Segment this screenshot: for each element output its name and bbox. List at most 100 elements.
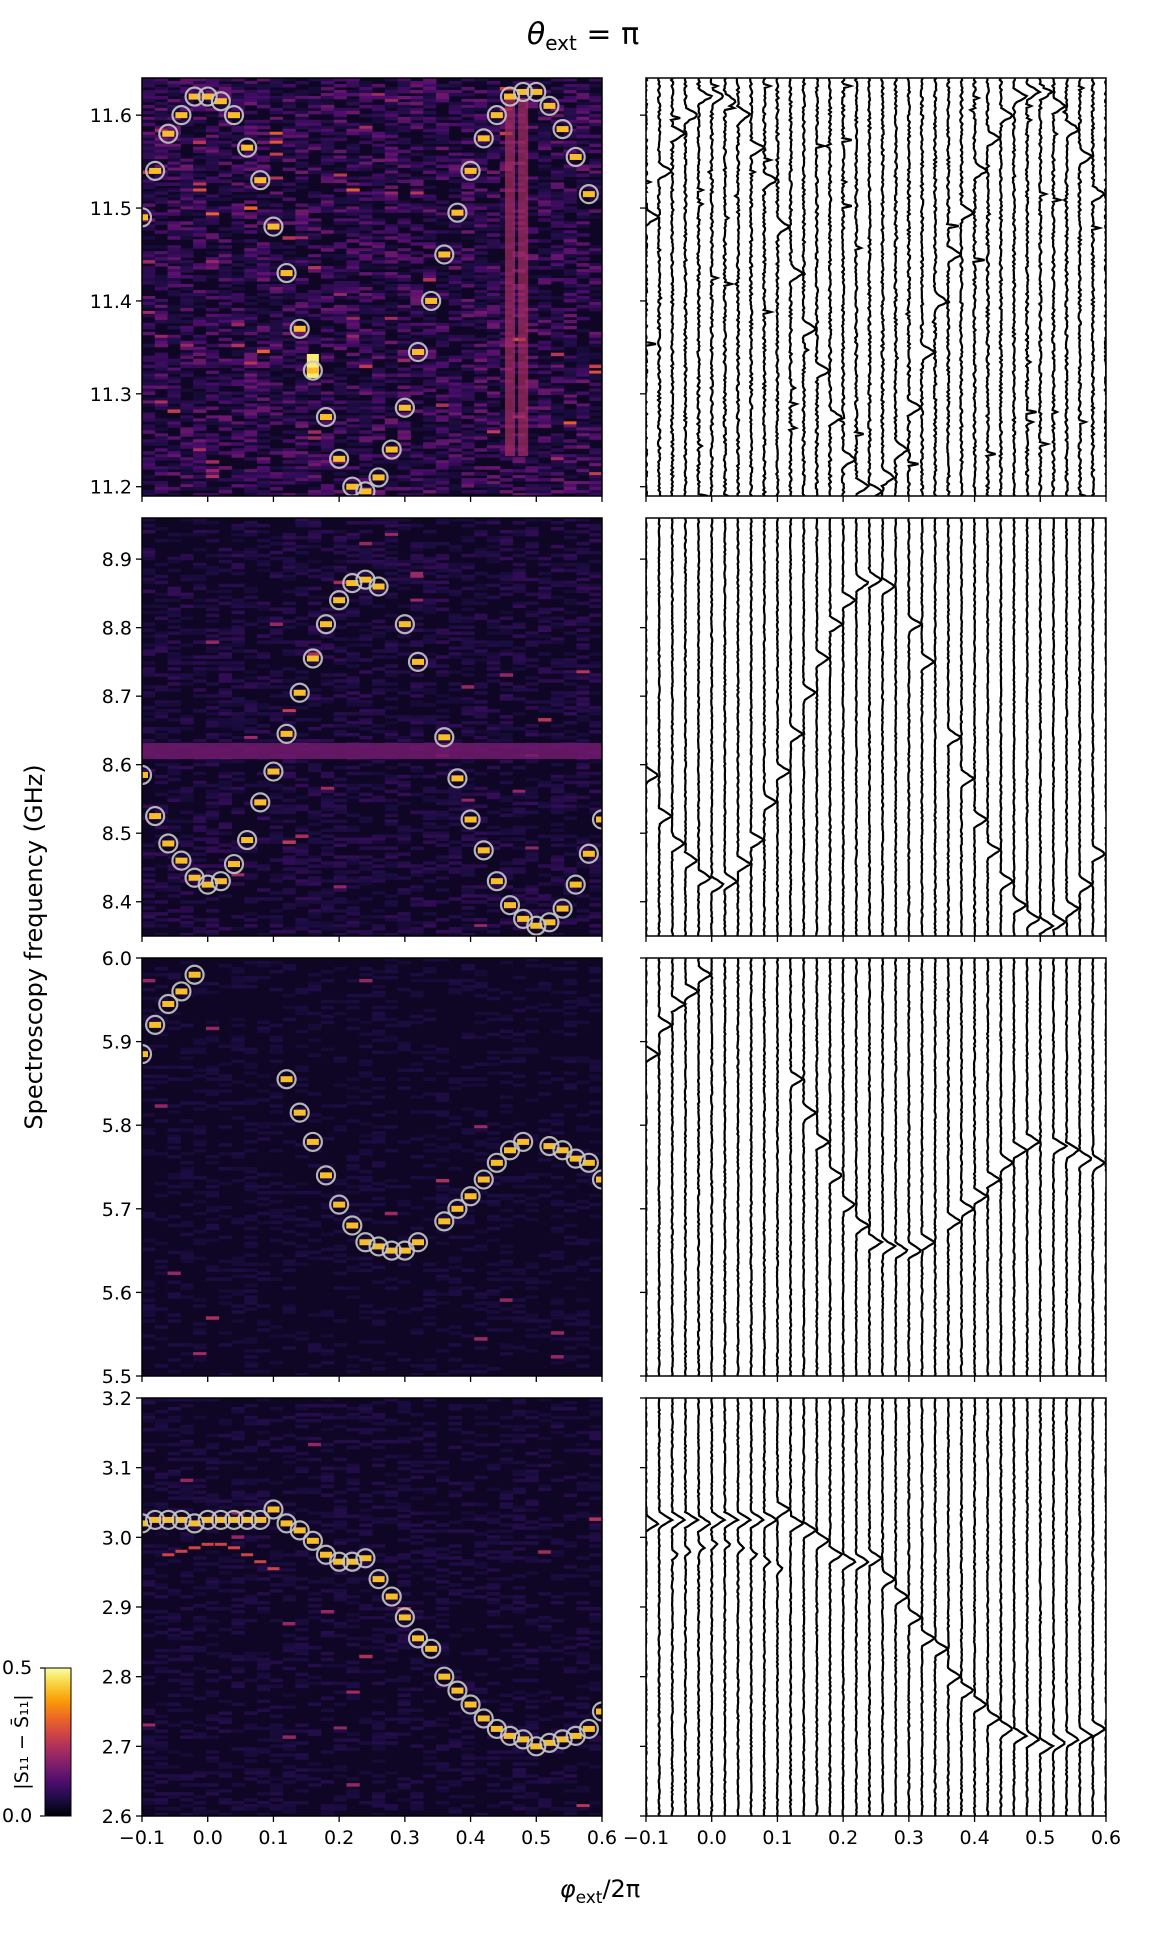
heatmap-pixel [436, 466, 449, 469]
heatmap-pixel [334, 84, 347, 87]
heatmap-pixel [257, 87, 270, 90]
heatmap-pixel [551, 596, 564, 599]
heatmap-pixel [385, 814, 398, 817]
heatmap-pixel [589, 299, 602, 302]
heatmap-pixel [436, 817, 449, 820]
heatmap-pixel [295, 224, 308, 227]
heatmap-pixel [359, 251, 372, 254]
heatmap-pixel [525, 840, 538, 843]
heatmap-pixel [219, 397, 232, 400]
heatmap-pixel [398, 781, 411, 784]
heatmap-pixel [461, 430, 474, 433]
heatmap-pixel [193, 203, 206, 206]
heatmap-pixel [589, 481, 602, 484]
heatmap-pixel [346, 197, 359, 200]
heatmap-pixel [346, 697, 359, 700]
heatmap-pixel [500, 625, 513, 628]
heatmap-pixel [206, 350, 219, 353]
heatmap-pixel [193, 781, 206, 784]
heatmap-pixel [461, 442, 474, 445]
heatmap-pixel [219, 251, 232, 254]
heatmap-pixel [423, 427, 436, 430]
heatmap-pixel [244, 392, 257, 395]
heatmap-pixel [168, 266, 181, 269]
heatmap-pixel [308, 811, 321, 814]
heatmap-pixel [359, 350, 372, 353]
heatmap-pixel [410, 730, 423, 733]
heatmap-pixel [410, 144, 423, 147]
heatmap-pixel [219, 927, 232, 930]
resonance-glow [478, 135, 490, 141]
heatmap-pixel [346, 772, 359, 775]
heatmap-pixel [513, 548, 526, 551]
heatmap-pixel [206, 383, 219, 386]
heatmap-pixel [385, 356, 398, 359]
heatmap-pixel [231, 475, 244, 478]
heatmap-pixel [576, 102, 589, 105]
heatmap-pixel [461, 924, 474, 927]
heatmap-pixel [206, 760, 219, 763]
heatmap-pixel [474, 293, 487, 296]
heatmap-pixel [525, 460, 538, 463]
heatmap-pixel [551, 658, 564, 661]
heatmap-pixel [308, 478, 321, 481]
heatmap-pixel [525, 760, 538, 763]
heatmap-pixel [283, 397, 296, 400]
heatmap-pixel [461, 658, 474, 661]
heatmap-pixel [589, 433, 602, 436]
heatmap-pixel [564, 251, 577, 254]
heatmap-pixel [513, 846, 526, 849]
heatmap-pixel [270, 551, 283, 554]
heatmap-pixel [461, 350, 474, 353]
heatmap-pixel [244, 596, 257, 599]
heatmap-pixel [525, 631, 538, 634]
heatmap-pixel [436, 451, 449, 454]
heatmap-pixel [449, 406, 462, 409]
heatmap-pixel [474, 584, 487, 587]
heatmap-pixel [334, 539, 347, 542]
heatmap-pixel [398, 248, 411, 251]
heatmap-pixel [321, 108, 334, 111]
heatmap-pixel [168, 876, 181, 879]
heatmap-pixel [257, 478, 270, 481]
heatmap-pixel [168, 772, 181, 775]
heatmap-pixel [538, 424, 551, 427]
heatmap-pixel [270, 347, 283, 350]
heatmap-pixel [219, 793, 232, 796]
heatmap-pixel [193, 739, 206, 742]
heatmap-pixel [385, 135, 398, 138]
heatmap-pixel [538, 903, 551, 906]
heatmap-pixel [257, 545, 270, 548]
heatmap-pixel [500, 539, 513, 542]
heatmap-pixel [244, 296, 257, 299]
heatmap-pixel [423, 796, 436, 799]
heatmap-pixel [244, 649, 257, 652]
heatmap-pixel [564, 371, 577, 374]
heatmap-pixel [372, 879, 385, 882]
heatmap-pixel [410, 545, 423, 548]
heatmap-pixel [410, 203, 423, 206]
heatmap-pixel [295, 852, 308, 855]
heatmap-pixel [474, 709, 487, 712]
heatmap-pixel [538, 581, 551, 584]
heatmap-pixel [231, 314, 244, 317]
heatmap-pixel [244, 245, 257, 248]
heatmap-pixel [487, 790, 500, 793]
heatmap-pixel [168, 763, 181, 766]
heatmap-pixel [564, 487, 577, 490]
heatmap-pixel [589, 418, 602, 421]
heatmap-pixel [334, 389, 347, 392]
heatmap-pixel [564, 359, 577, 362]
heatmap-pixel [346, 912, 359, 915]
heatmap-pixel [474, 691, 487, 694]
heatmap-pixel [180, 230, 193, 233]
heatmap-pixel [142, 873, 155, 876]
heatmap-pixel [334, 900, 347, 903]
heatmap-pixel [449, 105, 462, 108]
heatmap-pixel [168, 359, 181, 362]
heatmap-pixel [513, 646, 526, 649]
heatmap-pixel [244, 490, 257, 493]
heatmap-pixel [206, 263, 219, 266]
heatmap-pixel [564, 141, 577, 144]
heatmap-pixel [372, 296, 385, 299]
